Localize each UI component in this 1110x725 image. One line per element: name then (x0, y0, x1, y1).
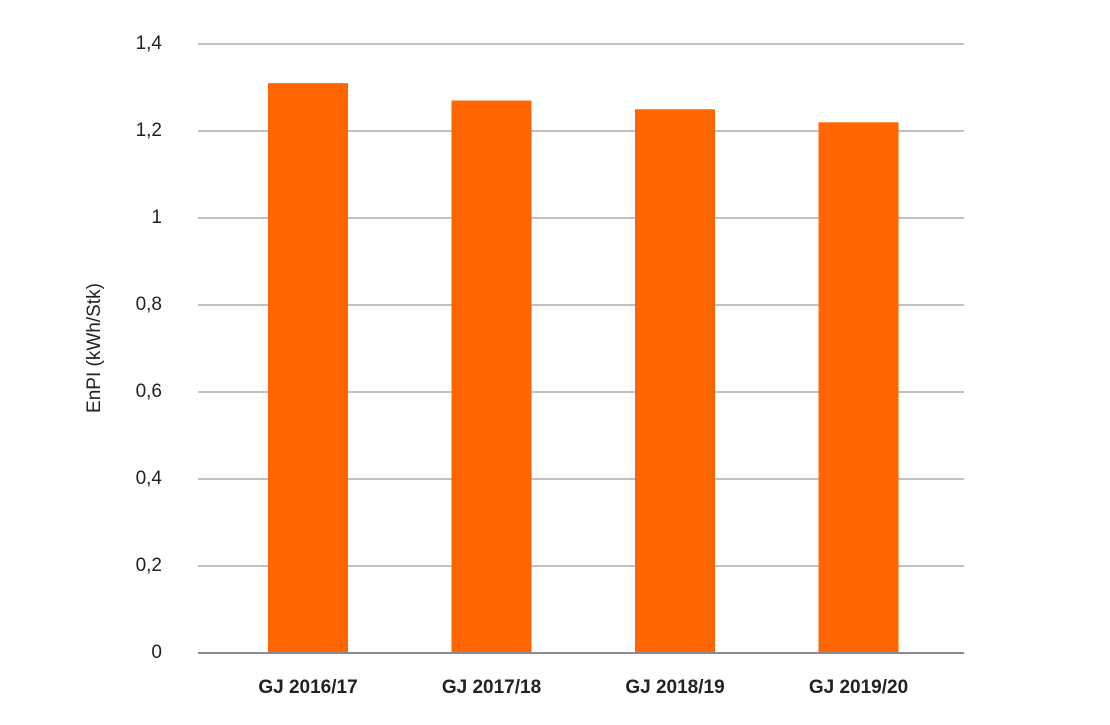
y-tick-label: 0 (151, 642, 162, 663)
y-tick-label: 1 (151, 207, 162, 228)
y-tick-label: 0,6 (136, 381, 162, 402)
bar (635, 109, 715, 653)
x-tick-label: GJ 2019/20 (809, 677, 908, 698)
x-tick-label: GJ 2017/18 (442, 677, 541, 698)
y-tick-label: 1,4 (136, 33, 163, 54)
x-tick-label: GJ 2016/17 (258, 677, 357, 698)
y-axis-label: EnPI (kWh/Stk) (84, 283, 105, 413)
bar (268, 83, 348, 653)
x-tick-label: GJ 2018/19 (625, 677, 724, 698)
y-tick-label: 0,4 (136, 468, 163, 489)
bar (818, 122, 899, 654)
y-tick-label: 0,8 (136, 294, 162, 315)
y-tick-label: 1,2 (136, 120, 162, 141)
bar (451, 100, 532, 654)
y-tick-label: 0,2 (136, 555, 162, 576)
